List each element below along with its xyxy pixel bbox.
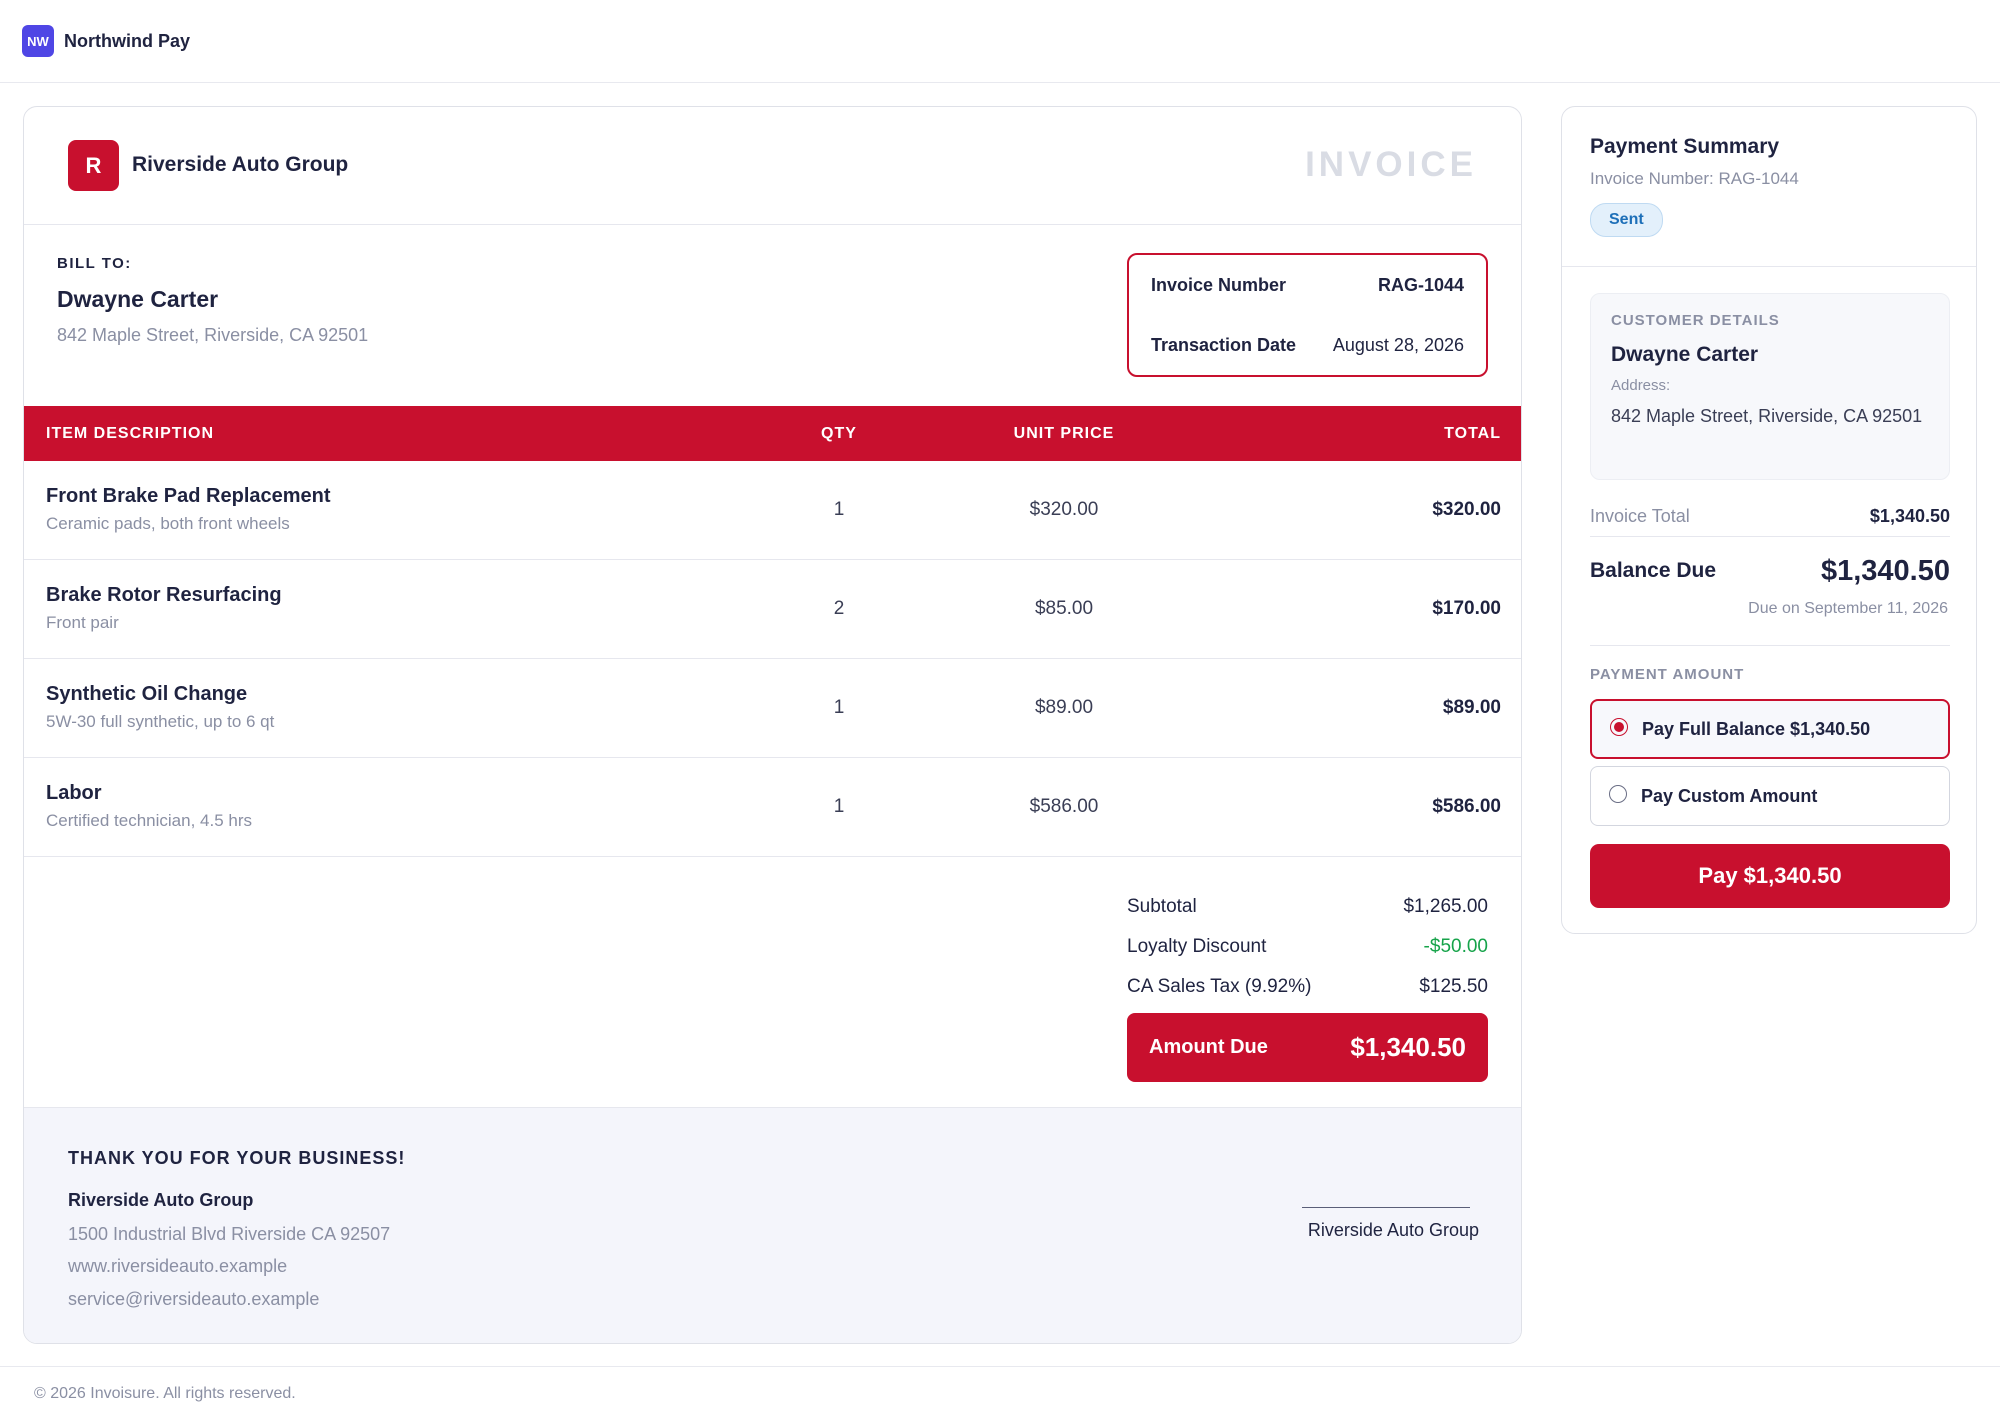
customer-address: 842 Maple Street, Riverside, CA 92501	[1611, 406, 1923, 426]
item-qty: 2	[833, 598, 845, 619]
item-unit-price: $320.00	[1029, 499, 1099, 520]
item-title: Brake Rotor Resurfacing	[46, 584, 282, 606]
balance-due-row: Balance Due $1,340.50	[1590, 549, 1950, 593]
invoice-number-label: Invoice Number	[1151, 274, 1287, 295]
divider	[1590, 645, 1950, 646]
customer-details-box: CUSTOMER DETAILS Dwayne Carter Address: …	[1590, 293, 1950, 480]
amount-due-value: $1,340.50	[1350, 1032, 1466, 1062]
discount-value: -$50.00	[1423, 936, 1488, 957]
amount-due-bar: Amount Due $1,340.50	[1127, 1013, 1488, 1082]
items-table-body: Front Brake Pad Replacement Ceramic pads,…	[24, 461, 1521, 857]
item-subtitle: Certified technician, 4.5 hrs	[46, 811, 252, 830]
radio-unselected-icon[interactable]	[1609, 785, 1627, 803]
customer-address-label: Address:	[1611, 377, 1671, 394]
table-row: Labor Certified technician, 4.5 hrs 1 $58…	[24, 758, 1521, 857]
item-title: Labor	[46, 782, 102, 804]
company-logo: R	[68, 140, 119, 191]
item-title: Front Brake Pad Replacement	[46, 485, 331, 507]
thank-you-text: THANK YOU FOR YOUR BUSINESS!	[68, 1148, 406, 1168]
summary-title: Payment Summary	[1590, 135, 1780, 158]
item-unit-price: $89.00	[1034, 697, 1094, 718]
column-unit-price: UNIT PRICE	[1013, 425, 1115, 442]
item-subtitle: 5W-30 full synthetic, up to 6 qt	[46, 712, 275, 731]
customer-details-label: CUSTOMER DETAILS	[1611, 312, 1780, 329]
column-description: ITEM DESCRIPTION	[46, 425, 215, 442]
item-qty: 1	[833, 499, 845, 520]
payment-summary-panel: Payment Summary Invoice Number: RAG-1044…	[1561, 106, 1977, 934]
table-row: Front Brake Pad Replacement Ceramic pads,…	[24, 461, 1521, 560]
tax-row: CA Sales Tax (9.92%) $125.50	[1127, 967, 1488, 1007]
item-unit-price: $85.00	[1034, 598, 1094, 619]
items-table-header: ITEM DESCRIPTION QTY UNIT PRICE TOTAL	[24, 406, 1521, 461]
invoice-total-label: Invoice Total	[1590, 506, 1690, 526]
balance-due-label: Balance Due	[1590, 559, 1717, 582]
invoice-heading: INVOICE	[1305, 145, 1477, 184]
item-subtitle: Ceramic pads, both front wheels	[46, 514, 290, 533]
amount-due-label: Amount Due	[1149, 1036, 1268, 1058]
signature-name: Riverside Auto Group	[1307, 1220, 1479, 1240]
summary-header: Payment Summary Invoice Number: RAG-1044…	[1562, 107, 1976, 267]
invoice-number-row: Invoice Number RAG-1044	[1151, 255, 1464, 315]
pay-custom-amount-option[interactable]: Pay Custom Amount	[1590, 766, 1950, 826]
transaction-date-value: August 28, 2026	[1332, 334, 1464, 355]
item-qty: 1	[833, 796, 845, 817]
bill-to: BILL TO: Dwayne Carter 842 Maple Street,…	[57, 255, 368, 346]
balance-due-value: $1,340.50	[1820, 554, 1950, 587]
pay-full-balance-label: Pay Full Balance $1,340.50	[1642, 718, 1871, 739]
invoice-meta-box: Invoice Number RAG-1044 Transaction Date…	[1127, 253, 1488, 377]
company-name: Riverside Auto Group	[132, 153, 349, 176]
invoice-total-value: $1,340.50	[1869, 506, 1950, 526]
customer-name: Dwayne Carter	[1611, 343, 1759, 366]
item-total: $320.00	[1432, 499, 1501, 520]
invoice-card: R Riverside Auto Group INVOICE BILL TO: …	[23, 106, 1522, 1344]
tax-label: CA Sales Tax (9.92%)	[1127, 976, 1312, 997]
pay-full-balance-option[interactable]: Pay Full Balance $1,340.50	[1590, 699, 1950, 759]
footer-company-name: Riverside Auto Group	[68, 1190, 254, 1210]
item-total: $89.00	[1442, 697, 1501, 718]
invoice-footer: THANK YOU FOR YOUR BUSINESS! Riverside A…	[24, 1107, 1521, 1343]
footer-address: 1500 Industrial Blvd Riverside CA 92507	[68, 1224, 391, 1244]
brand-name[interactable]: Northwind Pay	[64, 30, 191, 51]
invoice-number-value: RAG-1044	[1377, 274, 1464, 295]
discount-row: Loyalty Discount -$50.00	[1127, 927, 1488, 967]
brand-logo[interactable]: NW	[22, 25, 54, 57]
item-subtitle: Front pair	[46, 613, 119, 632]
footer-email[interactable]: service@riversideauto.example	[68, 1289, 320, 1309]
item-total: $586.00	[1432, 796, 1501, 817]
item-qty: 1	[833, 697, 845, 718]
table-row: Brake Rotor Resurfacing Front pair 2 $85.…	[24, 560, 1521, 659]
subtotal-value: $1,265.00	[1403, 896, 1488, 917]
bill-to-address: 842 Maple Street, Riverside, CA 92501	[57, 325, 369, 345]
page-footer: © 2026 Invoisure. All rights reserved.	[0, 1366, 2000, 1423]
subtotal-row: Subtotal $1,265.00	[1127, 887, 1488, 927]
signature-line	[1302, 1207, 1470, 1208]
discount-label: Loyalty Discount	[1127, 936, 1267, 957]
pay-button[interactable]: Pay $1,340.50	[1590, 844, 1950, 908]
subtotal-label: Subtotal	[1127, 896, 1197, 917]
radio-selected-icon[interactable]	[1610, 718, 1628, 736]
invoice-total-row: Invoice Total $1,340.50	[1590, 497, 1950, 537]
due-date-text: Due on September 11, 2026	[1748, 600, 1948, 617]
invoice-header: R Riverside Auto Group INVOICE	[24, 107, 1521, 225]
item-title: Synthetic Oil Change	[46, 683, 248, 705]
bill-to-name: Dwayne Carter	[57, 286, 219, 312]
copyright-text: © 2026 Invoisure. All rights reserved.	[34, 1385, 296, 1402]
footer-website[interactable]: www.riversideauto.example	[68, 1256, 288, 1276]
bill-to-label: BILL TO:	[57, 255, 132, 272]
item-total: $170.00	[1432, 598, 1501, 619]
status-badge: Sent	[1590, 203, 1663, 237]
transaction-date-label: Transaction Date	[1151, 334, 1297, 355]
summary-invoice-number: Invoice Number: RAG-1044	[1590, 169, 1799, 188]
payment-amount-label: PAYMENT AMOUNT	[1590, 666, 1745, 683]
pay-custom-amount-label: Pay Custom Amount	[1641, 785, 1818, 806]
table-row: Synthetic Oil Change 5W-30 full synthetic…	[24, 659, 1521, 758]
column-total: TOTAL	[1444, 425, 1501, 442]
totals-block: Subtotal $1,265.00 Loyalty Discount -$50…	[1127, 887, 1488, 1082]
column-qty: QTY	[821, 425, 857, 442]
tax-value: $125.50	[1419, 976, 1488, 997]
item-unit-price: $586.00	[1029, 796, 1099, 817]
transaction-date-row: Transaction Date August 28, 2026	[1151, 315, 1464, 375]
top-bar: NW Northwind Pay	[0, 0, 2000, 83]
